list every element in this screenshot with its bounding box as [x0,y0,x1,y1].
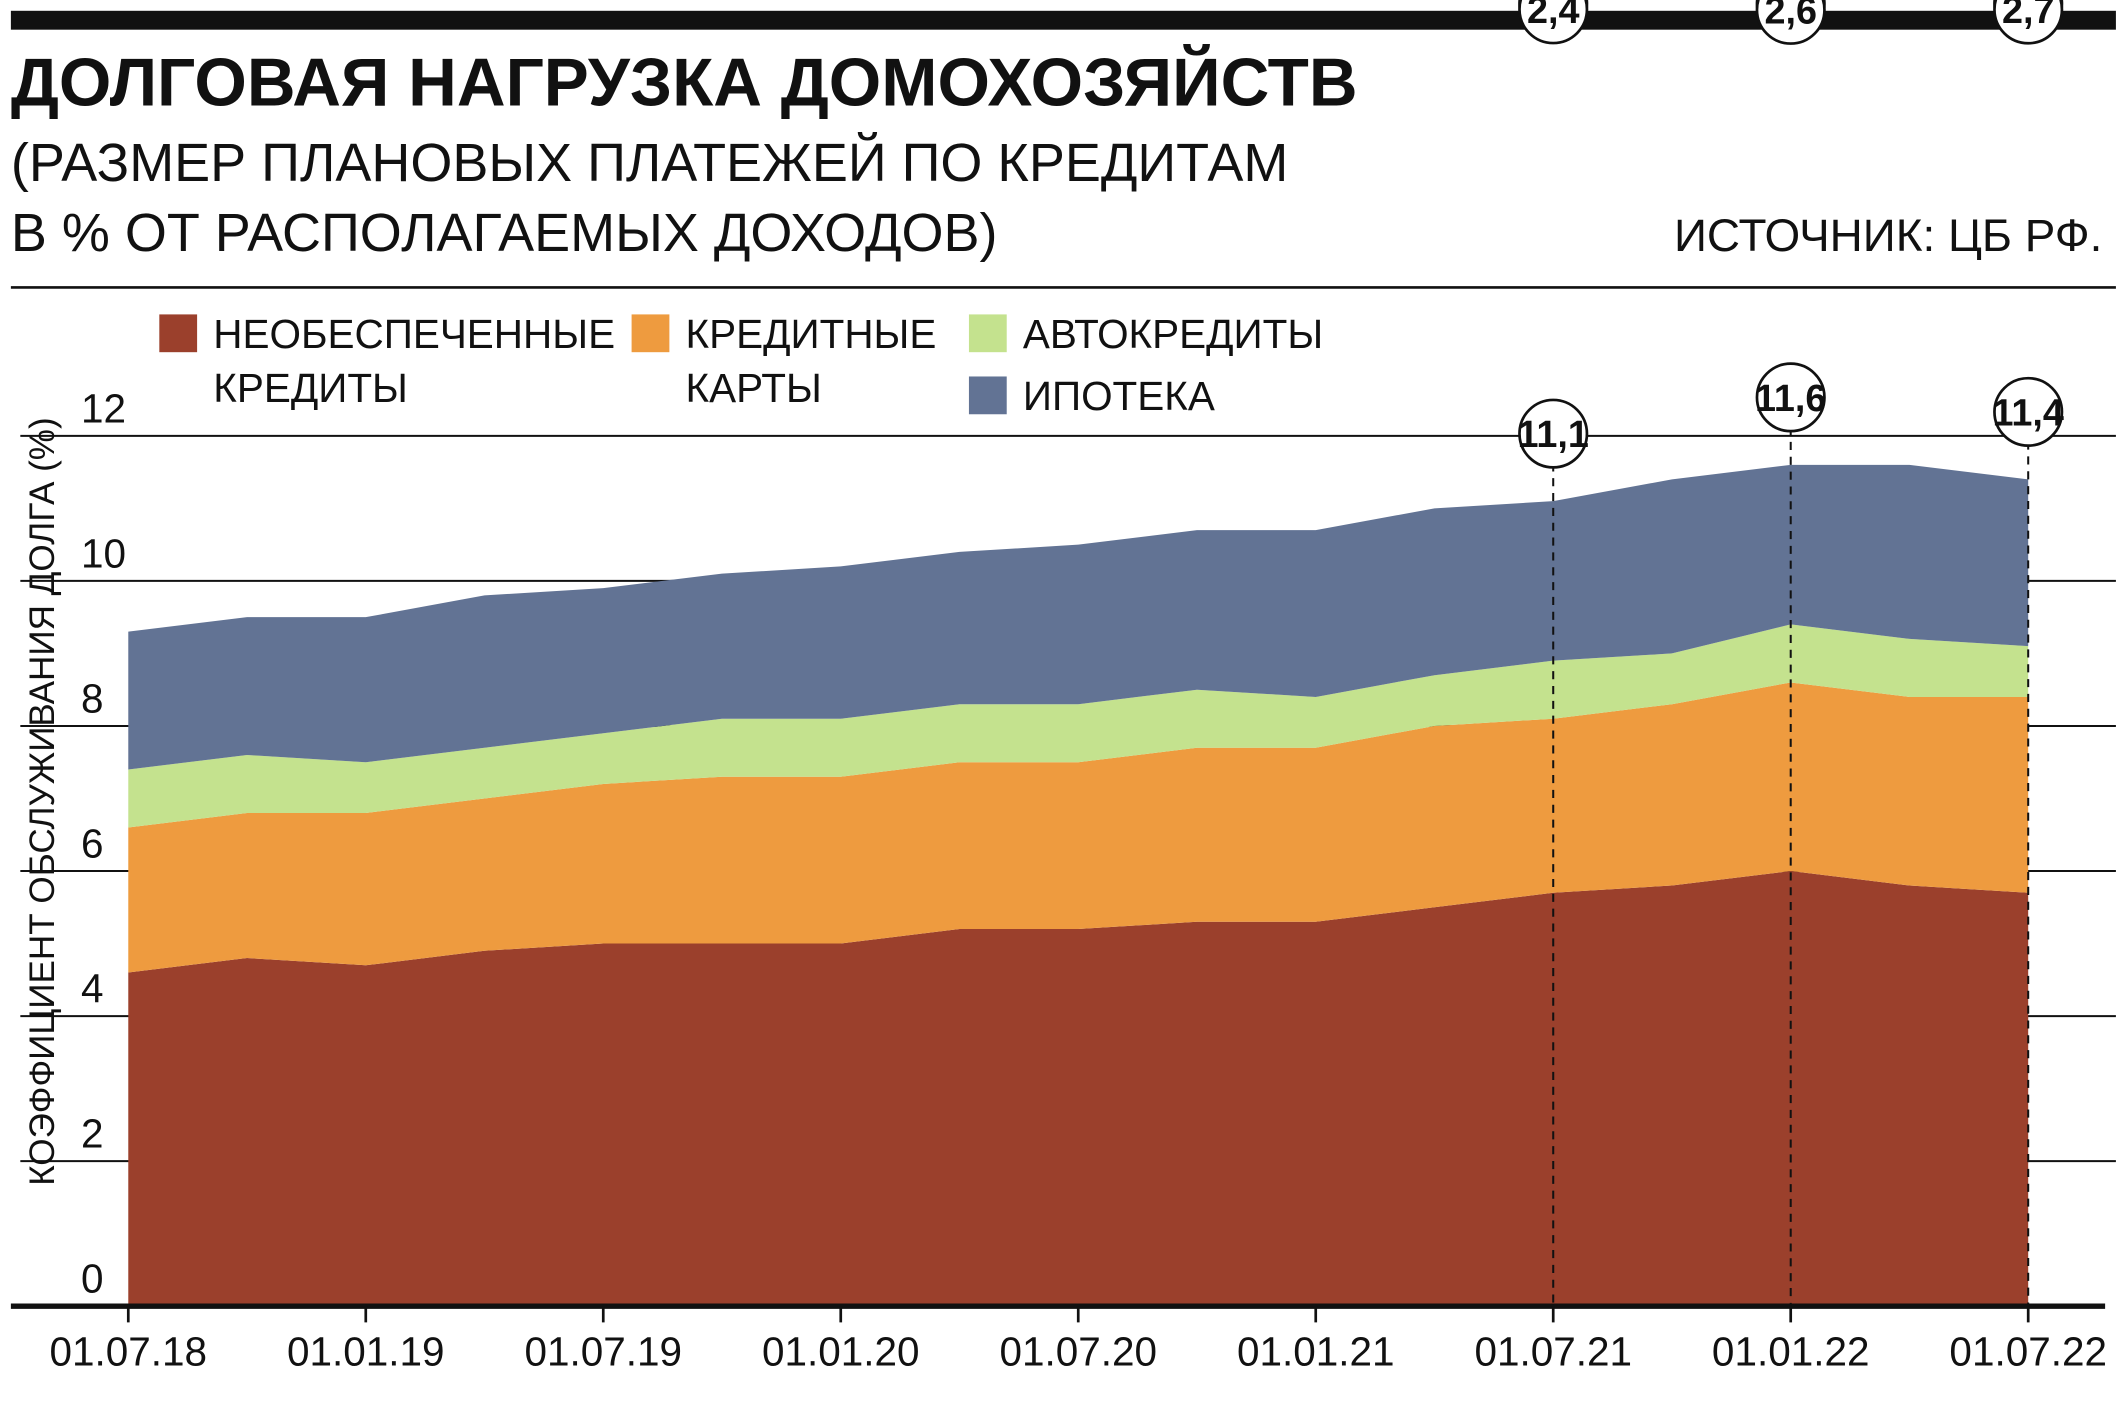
total-label-circle [1518,398,1589,469]
legend-label: ИПОТЕКА [1023,373,1215,419]
y-tick-label: 8 [81,675,104,721]
legend-label: КРЕДИТНЫЕ КАРТЫ [686,311,937,411]
x-tick-label: 01.07.20 [999,1329,1157,1375]
legend-label: АВТОКРЕДИТЫ [1023,311,1323,357]
total-label: 11,4 [1992,392,2063,434]
legend-swatch [159,314,198,353]
data-label: 2,4 [1527,0,1579,32]
y-tick-label: 4 [81,966,104,1012]
total-label: 11,6 [1755,378,1826,420]
legend-label: НЕОБЕСПЕЧЕННЫЕ КРЕДИТЫ [213,311,615,411]
data-label: 2,6 [1764,0,1817,32]
source: ИСТОЧНИК: ЦБ РФ. [1674,209,2102,261]
data-label: 2,7 [2002,0,2054,32]
subtitle: (РАЗМЕР ПЛАНОВЫХ ПЛАТЕЖЕЙ ПО КРЕДИТАМ [11,132,1288,193]
top-bar [10,10,2116,30]
data-label-circle [1755,0,1826,45]
x-tick-label: 01.01.20 [762,1329,920,1375]
x-tick-label: 01.01.19 [287,1329,445,1375]
data-label-circle [1993,0,2064,45]
y-tick-label: 0 [81,1256,104,1302]
y-tick-label: 2 [81,1111,104,1157]
x-tick-label: 01.01.22 [1712,1329,1870,1375]
total-label: 11,1 [1518,414,1589,456]
x-tick-label: 01.07.21 [1474,1329,1632,1375]
y-axis-label: КОЭФФИЦИЕНТ ОБСЛУЖИВАНИЯ ДОЛГА (%) [23,417,62,1185]
x-tick-label: 01.07.19 [524,1329,682,1375]
x-tick-label: 01.07.18 [50,1329,208,1375]
chart-title: ДОЛГОВАЯ НАГРУЗКА ДОМОХОЗЯЙСТВ [11,44,1358,120]
y-tick-label: 12 [81,385,126,431]
subtitle: В % ОТ РАСПОЛАГАЕМЫХ ДОХОДОВ) [11,203,998,263]
legend-swatch [968,314,1007,353]
y-tick-label: 6 [81,821,104,867]
x-tick-label: 01.01.21 [1237,1329,1395,1375]
data-label-circle [1518,0,1589,45]
total-label-circle [1755,362,1826,433]
legend-swatch [968,376,1007,415]
legend-swatch [631,314,670,353]
x-tick-label: 01.07.22 [1949,1329,2107,1375]
area [128,682,2029,973]
y-tick-label: 10 [81,530,126,576]
total-label-circle [1993,376,2064,447]
